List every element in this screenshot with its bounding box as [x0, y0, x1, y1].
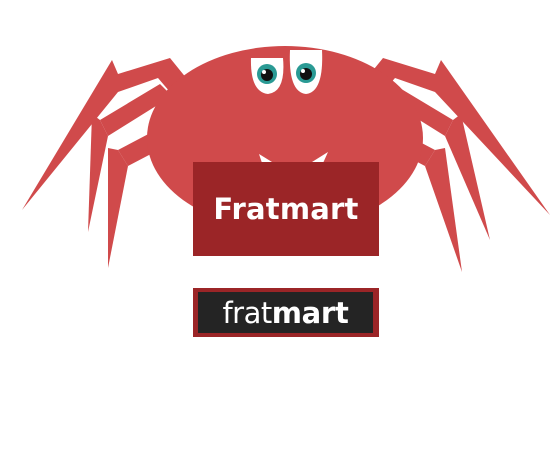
eye-glint-left	[262, 70, 266, 74]
crab-leg	[445, 114, 490, 240]
eye-glint-right	[301, 69, 305, 73]
crab-leg	[425, 148, 462, 272]
sign-brand-text: Fratmart	[213, 192, 359, 226]
crab-leg	[108, 148, 128, 268]
fratmart-sign: Fratmart	[193, 162, 379, 256]
wordmark-inner: frat mart	[198, 292, 373, 333]
crab-leg	[88, 114, 108, 232]
wordmark-badge: frat mart	[193, 288, 379, 337]
crab-leg	[22, 60, 118, 210]
wordmark-frat: frat	[222, 295, 272, 330]
crab-eyes	[250, 50, 323, 94]
wordmark-mart: mart	[271, 295, 349, 330]
crab-leg	[435, 60, 550, 215]
